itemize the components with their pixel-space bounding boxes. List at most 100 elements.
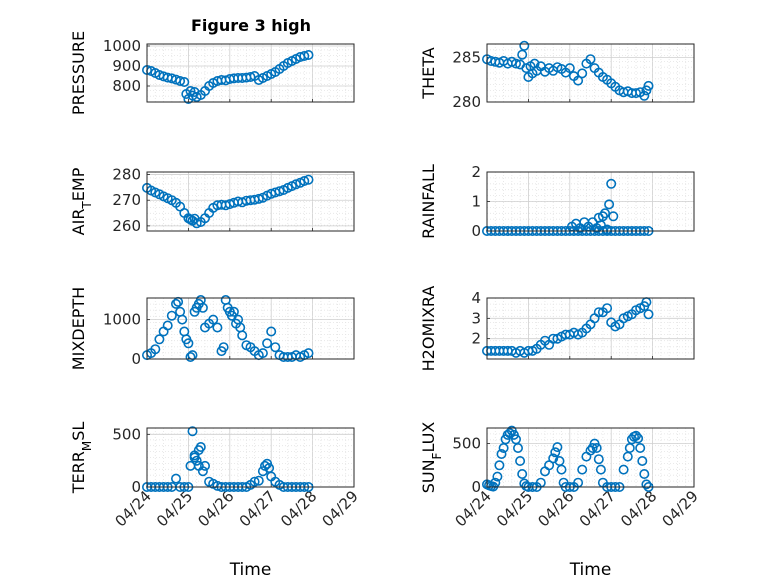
data-point [249, 476, 260, 487]
data-point [593, 307, 604, 318]
data-point [515, 455, 526, 466]
y-tick-label: 500 [112, 425, 141, 443]
data-point [602, 303, 613, 314]
data-point [237, 330, 248, 341]
plot-area [487, 44, 694, 102]
subplot-rainfall: 0 1 2 RAINFALL [419, 163, 695, 240]
data-point [150, 344, 161, 355]
subplot-air-temp: 260 270 280 AIRTEMP [69, 166, 355, 235]
data-point [154, 334, 165, 345]
axes-box [486, 171, 695, 232]
y-tick-label: 4 [471, 289, 481, 307]
data-point [197, 302, 208, 313]
data-point [179, 77, 190, 88]
data-point [299, 176, 310, 187]
subplot-mixdepth: 0 1000 MIXDEPTH [69, 287, 355, 370]
data-point [303, 348, 314, 359]
data-point [564, 63, 575, 74]
x-axis-label: Time [569, 560, 612, 580]
data-point [299, 50, 310, 61]
data-point [635, 442, 646, 453]
data-point [208, 314, 219, 325]
data-point [303, 174, 314, 185]
data-series [481, 40, 654, 101]
subplot-pressure: 800 900 1000 PRESSURE [69, 31, 355, 115]
data-point [253, 475, 264, 486]
y-axis-label: MIXDEPTH [69, 287, 88, 370]
y-tick-label: 285 [452, 48, 481, 66]
axes-box [146, 297, 355, 360]
y-tick-label: 0 [131, 350, 141, 368]
data-point [257, 348, 268, 359]
plot-area [147, 428, 354, 487]
axes-box [146, 171, 355, 232]
data-point [189, 452, 200, 463]
axes-box [486, 297, 695, 360]
axes-box [486, 43, 695, 103]
y-tick-label: 800 [112, 77, 141, 95]
y-tick-label: 1000 [103, 311, 141, 329]
data-point [212, 322, 223, 333]
axes-box [486, 427, 695, 488]
data-point [595, 464, 606, 475]
y-tick-label: 280 [112, 166, 141, 184]
y-tick-label: 0 [471, 222, 481, 240]
data-point [166, 310, 177, 321]
data-point [643, 309, 654, 320]
y-tick-label: 2 [471, 163, 481, 181]
y-axis-label: H2OMIXRA [419, 286, 438, 372]
data-point [266, 326, 277, 337]
data-series [142, 49, 314, 105]
y-axis-label: RAINFALL [419, 164, 438, 239]
data-point [577, 464, 588, 475]
data-point [639, 90, 650, 101]
data-point [228, 306, 239, 317]
data-point [517, 49, 528, 60]
data-point [195, 441, 206, 452]
data-point [262, 338, 273, 349]
data-point [162, 320, 173, 331]
data-point [253, 193, 264, 204]
y-tick-label: 280 [452, 93, 481, 111]
data-point [602, 224, 613, 235]
data-point [552, 442, 563, 453]
data-point [548, 453, 559, 464]
data-point [512, 442, 523, 453]
y-tick-label: 0 [471, 478, 481, 496]
data-series [481, 297, 654, 358]
data-point [593, 454, 604, 465]
y-tick-label: 900 [112, 57, 141, 75]
y-tick-label: 500 [452, 435, 481, 453]
data-point [245, 72, 256, 83]
data-point [517, 468, 528, 479]
data-point [274, 186, 285, 197]
data-point [492, 471, 503, 482]
y-tick-label: 0 [131, 478, 141, 496]
data-point [573, 75, 584, 86]
data-point [639, 468, 650, 479]
y-tick-label: 3 [471, 309, 481, 327]
data-point [171, 298, 182, 309]
data-point [200, 460, 211, 471]
y-tick-label: 260 [112, 217, 141, 235]
x-axis-label: Time [229, 560, 272, 580]
data-point [591, 442, 602, 453]
y-tick-label: 2 [471, 330, 481, 348]
data-point [618, 464, 629, 475]
data-point [171, 473, 182, 484]
data-point [193, 460, 204, 471]
data-point [270, 342, 281, 353]
data-series [142, 174, 314, 229]
data-point [185, 86, 196, 97]
figure-title: Figure 3 high [191, 16, 311, 35]
axes-box [146, 43, 355, 103]
y-axis-label: THETA [419, 47, 438, 99]
y-axis-label: SUNFLUX [419, 422, 444, 494]
grid-lines [147, 172, 354, 231]
data-point [550, 447, 561, 458]
axes-box [146, 427, 355, 488]
data-point [185, 351, 196, 362]
y-tick-label: 1 [471, 193, 481, 211]
data-point [494, 460, 505, 471]
